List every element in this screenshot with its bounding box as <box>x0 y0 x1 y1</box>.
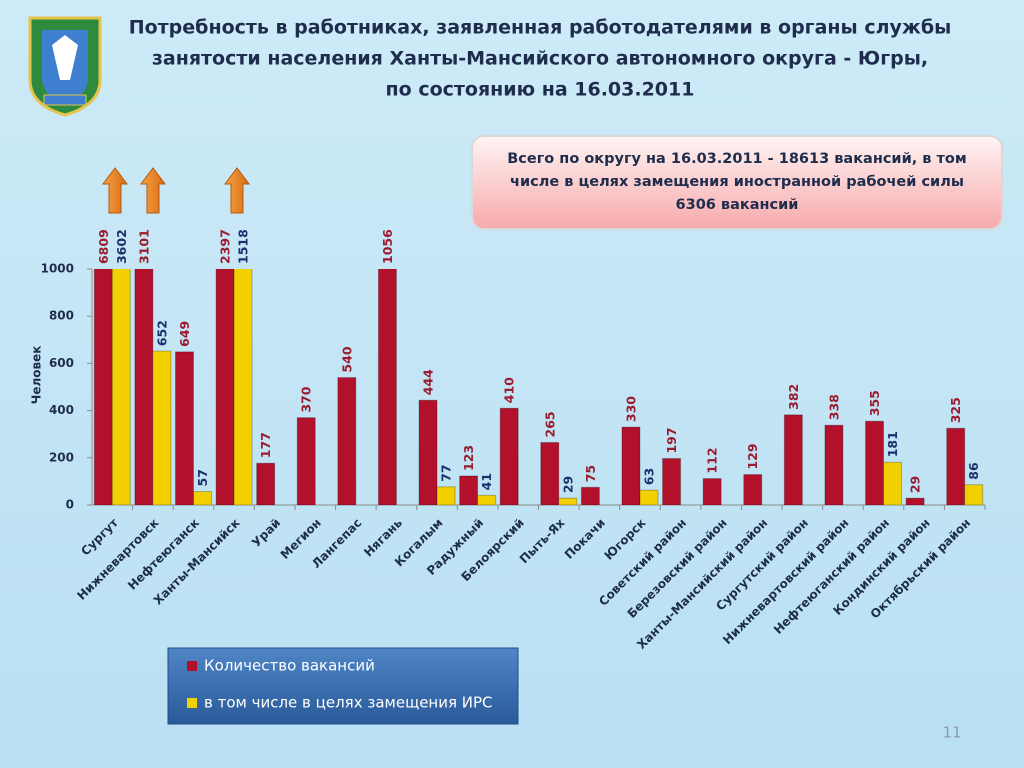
value-label: 123 <box>461 445 476 471</box>
bar <box>192 491 212 505</box>
bar <box>215 269 235 505</box>
value-label: 330 <box>623 396 638 422</box>
value-label: 652 <box>154 320 169 346</box>
legend-label: в том числе в целях замещения ИРС <box>204 694 493 712</box>
bar <box>824 424 844 505</box>
bar <box>134 269 154 505</box>
bar <box>883 461 903 505</box>
y-axis-label: Человек <box>30 346 44 405</box>
plot-area <box>93 269 984 505</box>
annotation-line: Всего по округу на 16.03.2011 - 18613 ва… <box>507 151 967 167</box>
value-label: 197 <box>664 427 679 453</box>
title-line: Потребность в работниках, заявленная раб… <box>129 17 952 39</box>
value-label: 355 <box>867 390 882 416</box>
bar <box>905 497 925 505</box>
value-label: 63 <box>641 468 656 485</box>
bar <box>964 484 984 505</box>
y-tick-label: 800 <box>49 309 74 323</box>
bar <box>174 351 194 505</box>
value-label: 41 <box>479 473 494 490</box>
value-label: 29 <box>560 476 575 493</box>
value-label: 410 <box>502 377 517 403</box>
y-tick-label: 200 <box>49 450 74 464</box>
bar <box>743 474 763 505</box>
bar <box>865 420 885 505</box>
value-label: 75 <box>583 465 598 482</box>
legend-swatch <box>187 698 197 708</box>
y-tick-label: 0 <box>66 498 74 512</box>
bar <box>256 462 276 505</box>
value-label: 57 <box>195 469 210 486</box>
bar <box>152 350 172 505</box>
bar <box>702 478 722 505</box>
value-label: 444 <box>421 369 436 395</box>
bar <box>477 494 497 505</box>
bar <box>436 486 456 505</box>
value-label: 3101 <box>136 229 151 264</box>
value-label: 2397 <box>218 229 233 264</box>
bar <box>93 269 113 505</box>
value-label: 29 <box>908 476 923 493</box>
bar <box>639 489 659 505</box>
y-tick-label: 1000 <box>41 262 74 276</box>
value-label: 1518 <box>236 229 251 264</box>
bar <box>418 399 438 505</box>
arrows <box>102 167 250 214</box>
page-number: 11 <box>942 724 961 742</box>
annotation-box: Всего по округу на 16.03.2011 - 18613 ва… <box>471 135 1003 230</box>
value-label: 325 <box>948 397 963 423</box>
bar <box>111 269 131 505</box>
bar <box>580 486 600 505</box>
title-line: по состоянию на 16.03.2011 <box>386 79 695 101</box>
bar <box>337 377 357 505</box>
value-label: 338 <box>826 394 841 420</box>
title-line: занятости населения Ханты-Мансийского ав… <box>152 48 928 70</box>
value-label: 177 <box>258 432 273 458</box>
bar <box>662 458 682 505</box>
value-label: 649 <box>177 321 192 347</box>
bar <box>946 427 966 505</box>
value-label: 1056 <box>380 229 395 264</box>
value-label: 6809 <box>96 229 111 264</box>
emblem <box>28 16 102 117</box>
title: Потребность в работниках, заявленная раб… <box>129 17 952 101</box>
value-label: 265 <box>542 411 557 437</box>
value-label: 112 <box>705 447 720 473</box>
bar <box>499 407 519 505</box>
bar <box>233 269 253 505</box>
bar <box>296 417 316 505</box>
annotation-line: числе в целях замещения иностранной рабо… <box>510 174 964 190</box>
bar <box>783 414 803 505</box>
value-label: 86 <box>966 462 981 480</box>
bar <box>459 475 479 505</box>
value-label: 370 <box>299 386 314 412</box>
value-label: 382 <box>786 384 801 410</box>
y-tick-label: 600 <box>49 356 74 370</box>
value-label: 181 <box>885 431 900 457</box>
bar <box>621 426 641 505</box>
legend-swatch <box>187 661 197 671</box>
value-label: 77 <box>439 464 454 481</box>
annotation-line: 6306 вакансий <box>676 197 799 213</box>
bar <box>558 497 578 505</box>
legend: Количество вакансий в том числе в целях з… <box>167 647 519 725</box>
legend-label: Количество вакансий <box>204 657 375 675</box>
bar <box>377 269 397 505</box>
value-label: 3602 <box>114 229 129 264</box>
bar <box>540 441 560 505</box>
y-tick-label: 400 <box>49 403 74 417</box>
value-label: 540 <box>339 346 354 372</box>
value-label: 129 <box>745 443 760 469</box>
